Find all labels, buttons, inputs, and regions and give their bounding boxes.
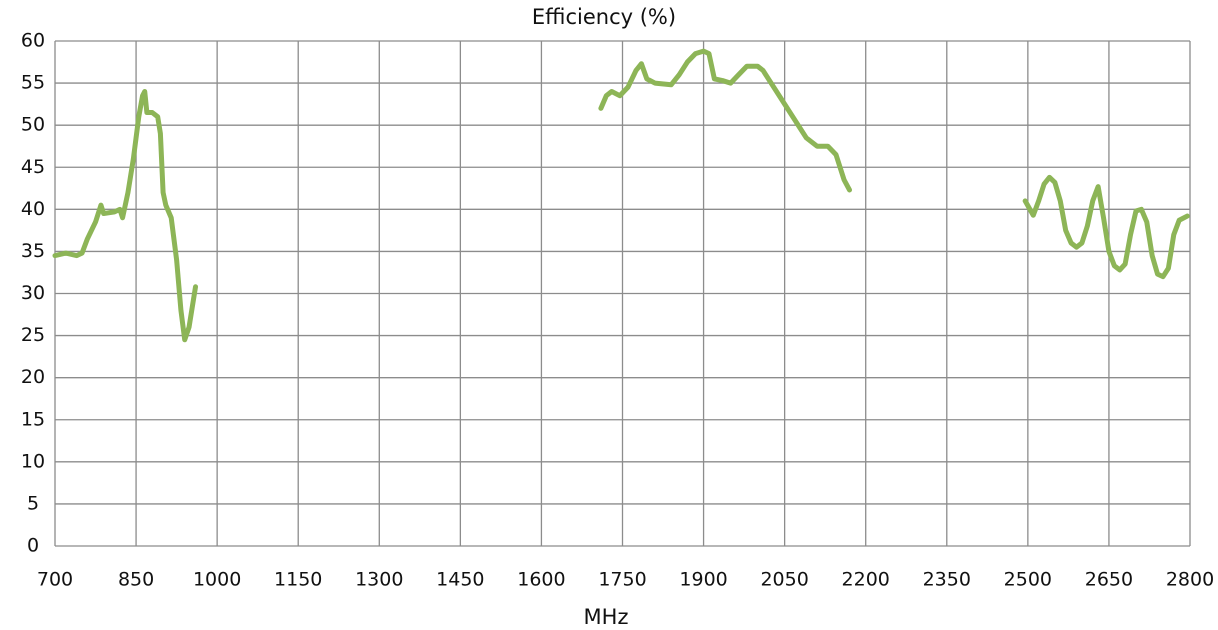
x-tick-label: 1300 (355, 569, 403, 591)
x-tick-label: 2350 (923, 569, 971, 591)
y-tick-label: 50 (21, 114, 45, 136)
y-tick-label: 45 (21, 156, 45, 178)
y-tick-label: 20 (21, 366, 45, 388)
x-tick-label: 1750 (598, 569, 646, 591)
x-tick-label: 2500 (1004, 569, 1052, 591)
x-tick-label: 850 (118, 569, 154, 591)
data-line (52, 48, 1190, 343)
y-tick-label: 25 (21, 324, 45, 346)
x-tick-label: 700 (37, 569, 73, 591)
x-tick-label: 1450 (436, 569, 484, 591)
x-tick-label: 1000 (193, 569, 241, 591)
x-tick-label: 2800 (1166, 569, 1214, 591)
y-tick-label: 10 (21, 450, 45, 472)
y-tick-label: 55 (21, 72, 45, 94)
y-tick-label: 0 (27, 535, 39, 557)
y-tick-label: 15 (21, 408, 45, 430)
x-tick-label: 2200 (842, 569, 890, 591)
y-tick-label: 5 (27, 492, 39, 514)
x-tick-label: 2050 (760, 569, 808, 591)
x-tick-label: 1150 (274, 569, 322, 591)
y-tick-label: 60 (21, 30, 45, 52)
y-tick-label: 35 (21, 240, 45, 262)
x-axis-label: MHz (584, 605, 629, 629)
y-tick-label: 30 (21, 282, 45, 304)
chart-title: Efficiency (%) (532, 5, 676, 29)
x-tick-label: 1600 (517, 569, 565, 591)
x-tick-label: 1900 (679, 569, 727, 591)
y-tick-label: 40 (21, 198, 45, 220)
x-tick-label: 2650 (1085, 569, 1133, 591)
